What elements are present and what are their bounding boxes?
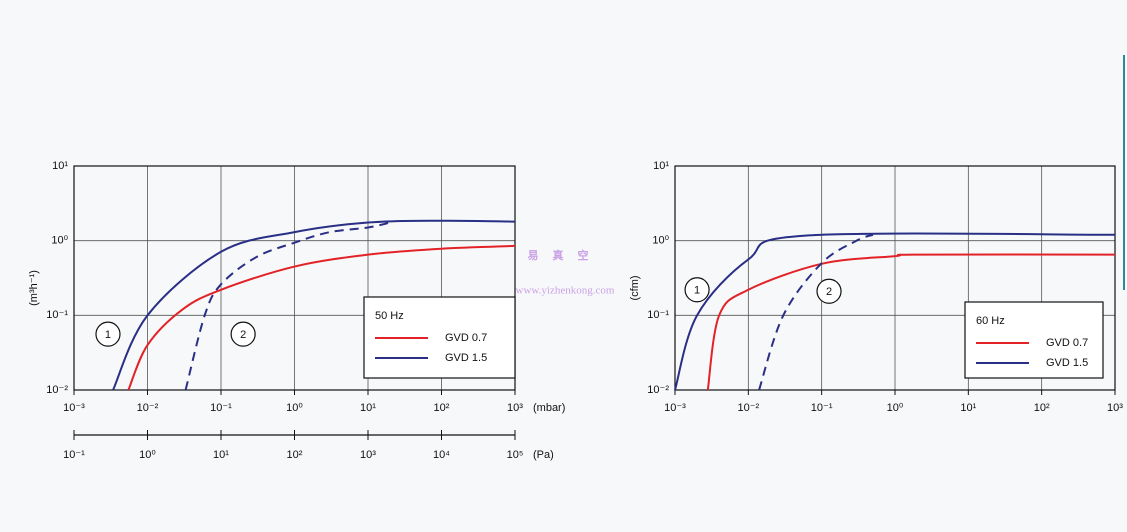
y-tick-label: 10⁻¹ [46,309,68,321]
chart: 10⁻³ 10⁻² 10⁻¹ 10⁰ 10¹ 10² 10³ 10⁻² 10⁻¹ 10⁰ 10¹ (c… [629,160,1123,414]
x2-tick-label: 10² [287,449,303,461]
annotation: 1 [105,329,111,341]
series-line [112,219,516,391]
legend-label: GVD 1.5 [445,352,487,364]
annotation-circle [230,321,256,347]
x2-axis-label: (Pa) [533,449,554,461]
x2-tick-label: 10⁻¹ [63,449,85,461]
y-tick-label: 10⁰ [652,235,669,247]
x2-tick-label: 10⁴ [433,449,450,461]
chart: 10⁻³ 10⁻² 10⁻¹ 10⁰ 10¹ 10² 10³ 10⁻² 10⁻¹ 10⁰ 10¹ (m… [28,160,565,461]
y-tick-label: 10⁰ [51,235,68,247]
annotation-circle [95,321,121,347]
series-line [127,244,516,391]
y-tick-label: 10¹ [52,160,68,172]
y-tick-label: 10⁻² [647,384,669,396]
series-line [184,221,391,391]
x2-tick-label: 10³ [360,449,376,461]
x-tick-label: 10⁰ [887,402,904,414]
y-axis-label: (cfm) [629,275,641,300]
x-tick-label: 10¹ [960,402,976,414]
y-tick-label: 10¹ [653,160,669,172]
annotation: 1 [694,285,700,297]
series-line [706,253,1116,391]
legend-label: GVD 1.5 [1046,357,1088,369]
x-tick-label: 10⁻³ [664,402,686,414]
legend-label: GVD 0.7 [1046,337,1088,349]
legend-box [964,301,1104,379]
plot-frame [674,165,1116,391]
annotation-circle [684,277,710,303]
x-tick-label: 10² [1034,402,1050,414]
annotation: 2 [240,329,246,341]
y-axis-label: (m³h⁻¹) [28,270,40,306]
x-tick-label: 10⁻¹ [811,402,833,414]
watermark-title: 易真空 [528,248,603,262]
y-tick-label: 10⁻² [46,384,68,396]
x-tick-label: 10⁻³ [63,402,85,414]
x-axis-label: (mbar) [533,402,565,414]
x2-tick-label: 10⁰ [139,449,156,461]
x-tick-label: 10¹ [360,402,376,414]
watermark-url: www.yizhenkong.com [516,285,615,297]
x2-tick-label: 10⁵ [507,449,524,461]
x-tick-label: 10² [434,402,450,414]
x-tick-label: 10³ [507,402,523,414]
legend-title: 60 Hz [976,315,1005,327]
series-line [758,233,874,391]
plot-frame [73,165,516,391]
x-tick-label: 10⁻¹ [210,402,232,414]
x-tick-label: 10⁰ [286,402,303,414]
annotation: 2 [826,286,832,298]
y-tick-label: 10⁻¹ [647,309,669,321]
legend-label: GVD 0.7 [445,332,487,344]
x-tick-label: 10³ [1107,402,1123,414]
x-tick-label: 10⁻² [737,402,759,414]
series-line [674,232,1116,391]
x-tick-label: 10⁻² [137,402,159,414]
annotation-circle [816,278,842,304]
x2-tick-label: 10¹ [213,449,229,461]
legend-title: 50 Hz [375,310,404,322]
